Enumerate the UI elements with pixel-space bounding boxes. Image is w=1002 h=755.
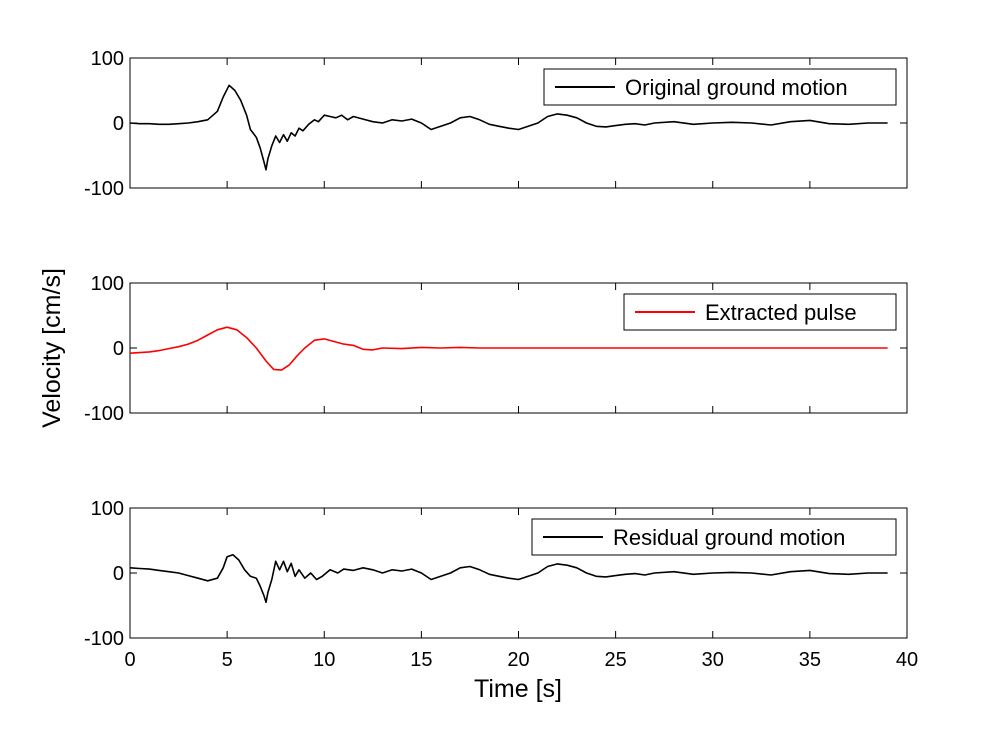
y-tick-label: 0 xyxy=(113,338,124,360)
x-tick-label: 30 xyxy=(702,649,724,671)
series-line xyxy=(129,84,888,171)
y-tick-label: -100 xyxy=(84,403,124,425)
y-tick-label: 0 xyxy=(113,563,124,585)
x-tick-label: 35 xyxy=(799,649,821,671)
y-tick-label: -100 xyxy=(84,628,124,650)
series-line xyxy=(129,326,888,371)
y-tick-label: 100 xyxy=(91,48,124,70)
y-axis-label: Velocity [cm/s] xyxy=(38,268,66,428)
y-tick-label: -100 xyxy=(84,178,124,200)
x-tick-label: 20 xyxy=(507,649,529,671)
y-tick-label: 100 xyxy=(91,273,124,295)
x-axis-label: Time [s] xyxy=(474,675,562,703)
y-tick-label: 0 xyxy=(113,113,124,135)
x-tick-label: 15 xyxy=(410,649,432,671)
x-tick-label: 25 xyxy=(605,649,627,671)
x-tick-label: 10 xyxy=(313,649,335,671)
x-tick-label: 0 xyxy=(124,649,135,671)
series-line xyxy=(129,553,888,604)
legend-label: Original ground motion xyxy=(625,75,848,100)
x-tick-label: 5 xyxy=(222,649,233,671)
legend-label: Residual ground motion xyxy=(613,525,845,550)
legend-label: Extracted pulse xyxy=(705,300,857,325)
y-tick-label: 100 xyxy=(91,498,124,520)
x-tick-label: 40 xyxy=(896,649,918,671)
